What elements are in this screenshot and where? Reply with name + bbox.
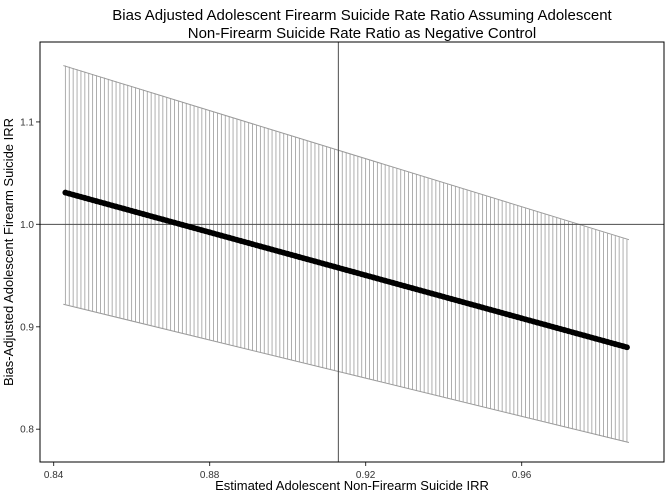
reference-lines — [40, 42, 664, 462]
x-tick-label-0: 0.84 — [44, 470, 64, 481]
error-bar-upper-caps — [63, 65, 630, 241]
chart-title-line-1: Bias Adjusted Adolescent Firearm Suicide… — [112, 7, 612, 24]
x-axis-ticks: 0.84 0.88 0.92 0.96 — [44, 462, 532, 481]
y-tick-label-1: 0.9 — [20, 322, 34, 333]
plot-frame — [39, 41, 665, 463]
point-estimate-144 — [624, 344, 630, 351]
error-bars — [63, 65, 630, 444]
x-tick-label-2: 0.92 — [356, 470, 376, 481]
y-tick-label-0: 0.8 — [20, 425, 34, 436]
x-tick-label-3: 0.96 — [512, 470, 532, 481]
point-estimate-series — [62, 189, 630, 351]
y-axis-title: Bias-Adjusted Adolescent Firearm Suicide… — [1, 118, 16, 386]
y-tick-label-3: 1.1 — [20, 117, 34, 128]
y-tick-label-2: 1.0 — [20, 220, 34, 231]
x-axis-title: Estimated Adolescent Non-Firearm Suicide… — [215, 478, 489, 493]
y-axis-ticks: 0.8 0.9 1.0 1.1 — [20, 117, 40, 436]
error-bar-lower-caps — [63, 303, 630, 444]
chart-title-line-2: Non-Firearm Suicide Rate Ratio as Negati… — [188, 25, 536, 42]
x-tick-label-1: 0.88 — [200, 470, 220, 481]
